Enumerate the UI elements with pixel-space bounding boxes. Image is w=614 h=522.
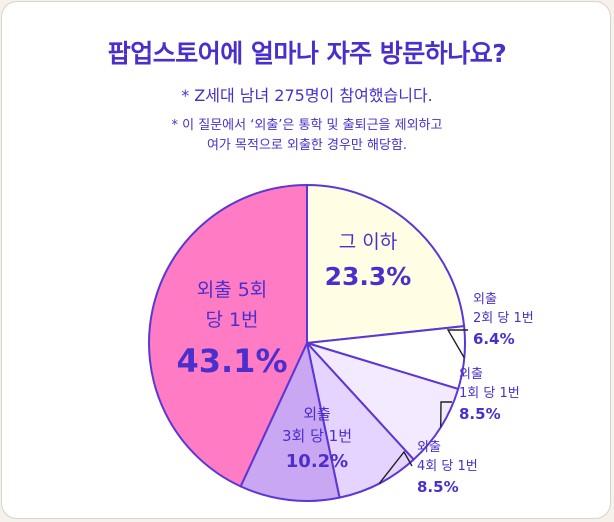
pie-slice-6 bbox=[148, 184, 308, 488]
pie-slice-3 bbox=[306, 342, 460, 461]
slice-value-3: 8.5% bbox=[459, 405, 501, 423]
slice-value-5: 10.2% bbox=[286, 451, 348, 472]
pie-slice-1 bbox=[306, 184, 466, 344]
slice-label-2-line-1: 외출 bbox=[473, 292, 497, 307]
leader-line-2 bbox=[446, 329, 468, 359]
slice-label-4-line-1: 외출 bbox=[417, 440, 441, 455]
slice-label-3-line-1: 외출 bbox=[459, 367, 483, 382]
slice-value-4: 8.5% bbox=[417, 478, 459, 496]
survey-subtitle: * Z세대 남녀 275명이 참여했습니다. bbox=[181, 86, 433, 105]
slice-value-6: 43.1% bbox=[176, 342, 287, 380]
slice-label-5-line-2: 3회 당 1번 bbox=[282, 427, 352, 445]
slice-value-1: 23.3% bbox=[325, 262, 412, 291]
slice-label-2-line-2: 2회 당 1번 bbox=[473, 311, 534, 326]
leader-line-3 bbox=[440, 401, 452, 428]
slice-label-6-line-1: 외출 5회 bbox=[197, 279, 268, 301]
pie-slice-5 bbox=[239, 342, 341, 502]
slice-label-5-line-1: 외출 bbox=[303, 405, 331, 423]
slice-label-6-line-2: 당 1번 bbox=[205, 309, 258, 331]
chart-title: 팝업스토어에 얼마나 자주 방문하나요? bbox=[107, 39, 507, 68]
leader-line-4 bbox=[378, 450, 413, 485]
slice-label-4-line-2: 4회 당 1번 bbox=[417, 459, 478, 474]
note-line-2: 여가 목적으로 외출한 경우만 해당함. bbox=[206, 138, 408, 153]
slice-label-1-line-1: 그 이하 bbox=[339, 231, 397, 253]
slice-label-3-line-2: 1회 당 1번 bbox=[459, 386, 520, 401]
slice-value-2: 6.4% bbox=[473, 330, 515, 348]
note-line-1: * 이 질문에서 ‘외출’은 통학 및 출퇴근을 제외하고 bbox=[171, 118, 443, 133]
definition-note: * 이 질문에서 ‘외출’은 통학 및 출퇴근을 제외하고 여가 목적으로 외출… bbox=[0, 116, 614, 156]
